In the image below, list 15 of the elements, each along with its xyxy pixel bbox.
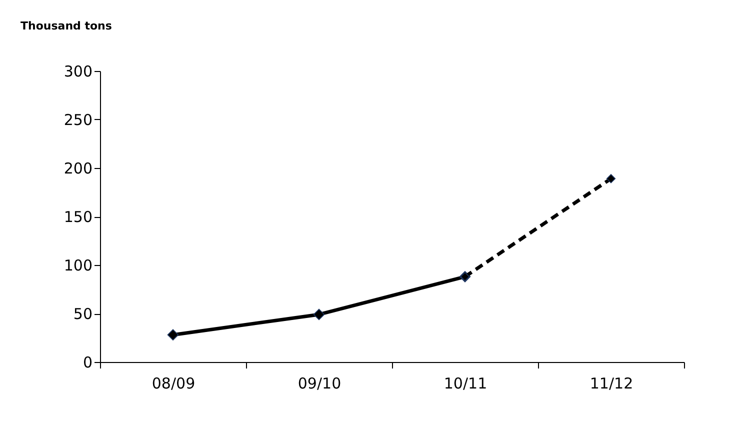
y-tick-label: 300 xyxy=(64,62,92,80)
point xyxy=(167,329,179,340)
y-axis-title: Thousand tons xyxy=(20,20,112,32)
y-tick-label: 50 xyxy=(73,305,92,323)
x-tick-label: 10/11 xyxy=(444,374,488,392)
x-tick-label: 11/12 xyxy=(590,374,634,392)
y-tick-label: 0 xyxy=(82,354,92,372)
y-tick-label: 100 xyxy=(64,256,92,274)
point xyxy=(313,308,325,320)
y-tick-label: 200 xyxy=(64,160,92,178)
y-tick-label: 150 xyxy=(64,208,92,226)
y-tick-label: 250 xyxy=(64,111,92,129)
point xyxy=(606,174,616,184)
x-tick-label: 08/09 xyxy=(152,374,196,392)
x-tick-label: 09/10 xyxy=(298,374,342,392)
